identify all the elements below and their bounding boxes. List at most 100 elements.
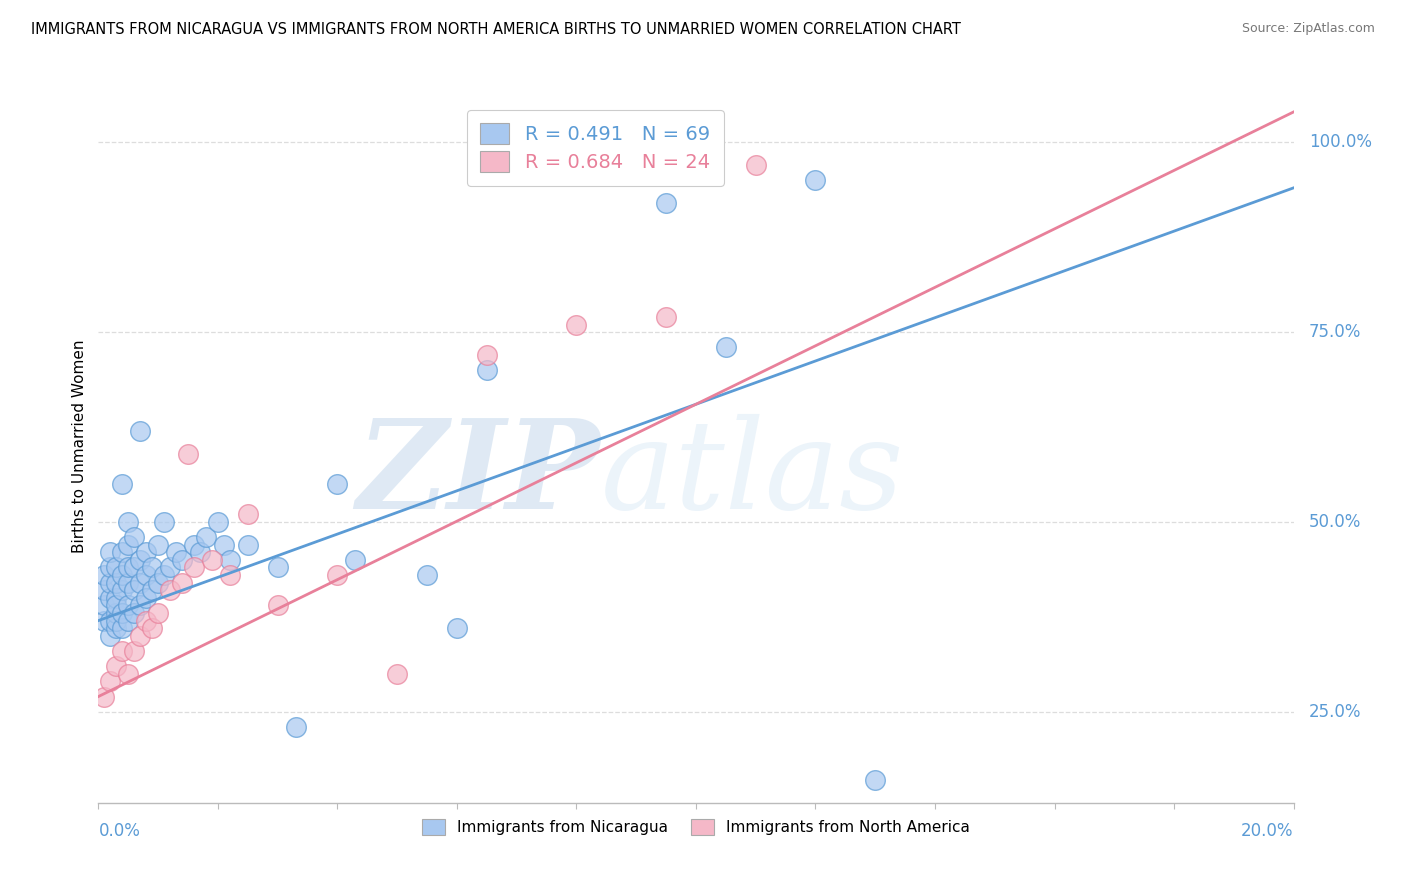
Point — [344, 553, 367, 567]
Point — [117, 515, 139, 529]
Point — [98, 545, 122, 559]
Point — [195, 530, 218, 544]
Point — [159, 560, 181, 574]
Point — [111, 477, 134, 491]
Point — [117, 666, 139, 681]
Point — [129, 629, 152, 643]
Point — [129, 553, 152, 567]
Y-axis label: Births to Unmarried Women: Births to Unmarried Women — [72, 339, 87, 553]
Point — [183, 538, 205, 552]
Point — [98, 591, 122, 605]
Point — [105, 575, 128, 590]
Point — [117, 614, 139, 628]
Point — [159, 583, 181, 598]
Point — [165, 545, 187, 559]
Point — [446, 621, 468, 635]
Text: ZIP: ZIP — [357, 414, 600, 535]
Point — [93, 568, 115, 582]
Point — [111, 583, 134, 598]
Point — [111, 621, 134, 635]
Point — [141, 621, 163, 635]
Point — [267, 599, 290, 613]
Point — [183, 560, 205, 574]
Point — [93, 690, 115, 704]
Point — [219, 553, 242, 567]
Point — [153, 515, 176, 529]
Text: 50.0%: 50.0% — [1309, 513, 1361, 531]
Point — [117, 599, 139, 613]
Point — [804, 173, 827, 187]
Point — [105, 614, 128, 628]
Point — [267, 560, 290, 574]
Point — [105, 621, 128, 635]
Point — [385, 666, 409, 681]
Point — [98, 575, 122, 590]
Point — [117, 575, 139, 590]
Point — [98, 560, 122, 574]
Point — [153, 568, 176, 582]
Point — [105, 591, 128, 605]
Legend: Immigrants from Nicaragua, Immigrants from North America: Immigrants from Nicaragua, Immigrants fr… — [416, 814, 976, 841]
Point — [236, 538, 259, 552]
Text: Source: ZipAtlas.com: Source: ZipAtlas.com — [1241, 22, 1375, 36]
Point — [475, 363, 498, 377]
Point — [111, 545, 134, 559]
Point — [655, 196, 678, 211]
Point — [148, 575, 170, 590]
Point — [124, 606, 146, 620]
Point — [326, 568, 349, 582]
Point — [129, 575, 152, 590]
Text: 25.0%: 25.0% — [1309, 703, 1361, 721]
Point — [188, 545, 211, 559]
Text: 20.0%: 20.0% — [1241, 822, 1294, 839]
Point — [117, 560, 139, 574]
Point — [201, 553, 224, 567]
Point — [111, 606, 134, 620]
Point — [129, 424, 152, 438]
Point — [135, 591, 157, 605]
Point — [865, 772, 887, 787]
Point — [129, 599, 152, 613]
Point — [141, 560, 163, 574]
Point — [124, 644, 146, 658]
Text: 100.0%: 100.0% — [1309, 133, 1372, 152]
Text: 75.0%: 75.0% — [1309, 323, 1361, 341]
Point — [105, 599, 128, 613]
Point — [124, 530, 146, 544]
Point — [148, 538, 170, 552]
Point — [745, 158, 768, 172]
Point — [207, 515, 229, 529]
Text: 0.0%: 0.0% — [98, 822, 141, 839]
Text: IMMIGRANTS FROM NICARAGUA VS IMMIGRANTS FROM NORTH AMERICA BIRTHS TO UNMARRIED W: IMMIGRANTS FROM NICARAGUA VS IMMIGRANTS … — [31, 22, 960, 37]
Point — [219, 568, 242, 582]
Point — [124, 560, 146, 574]
Point — [93, 599, 115, 613]
Point — [105, 659, 128, 673]
Point — [111, 644, 134, 658]
Point — [565, 318, 588, 332]
Point — [148, 606, 170, 620]
Point — [135, 545, 157, 559]
Point — [93, 614, 115, 628]
Point — [98, 629, 122, 643]
Point — [98, 614, 122, 628]
Point — [172, 575, 194, 590]
Point — [105, 560, 128, 574]
Point — [416, 568, 439, 582]
Point — [655, 310, 678, 324]
Point — [236, 508, 259, 522]
Point — [98, 674, 122, 689]
Point — [105, 606, 128, 620]
Point — [326, 477, 349, 491]
Point — [212, 538, 235, 552]
Point — [135, 568, 157, 582]
Point — [135, 614, 157, 628]
Point — [655, 166, 678, 180]
Point — [141, 583, 163, 598]
Point — [93, 583, 115, 598]
Point — [172, 553, 194, 567]
Point — [111, 568, 134, 582]
Point — [177, 447, 200, 461]
Point — [714, 340, 737, 354]
Text: atlas: atlas — [600, 414, 904, 535]
